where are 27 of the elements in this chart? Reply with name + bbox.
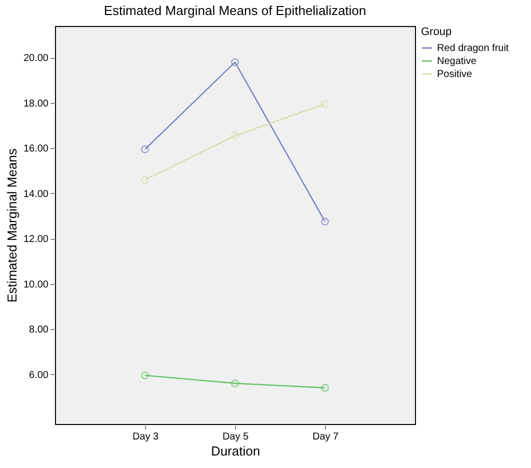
x-axis-title: Duration (210, 444, 260, 458)
y-tick-label: 12.00 (23, 234, 49, 246)
point (231, 58, 239, 66)
point (231, 379, 239, 388)
point (141, 176, 149, 184)
y-tick-label: 20.00 (23, 53, 49, 64)
x-tick-label: Day 7 (312, 432, 339, 442)
x-tick-label: Day 3 (132, 432, 159, 442)
chart-title: Estimated Marginal Means of Epithelialization (104, 3, 366, 18)
y-tick-label: 16.00 (23, 144, 49, 155)
x-tick-label: Day 5 (222, 432, 249, 442)
y-tick-label: 18.00 (23, 98, 49, 110)
point (141, 371, 149, 380)
legend-label: Negative (437, 56, 477, 67)
y-tick-label: 6.00 (29, 370, 49, 381)
y-tick-label: 8.00 (29, 324, 49, 336)
y-axis-title: Estimated Marginal Means (4, 148, 20, 302)
point (231, 132, 239, 140)
y-tick-label: 10.00 (23, 279, 49, 290)
legend-title: Group (421, 26, 452, 38)
legend-label: Red dragon fruit (437, 43, 509, 54)
point (141, 145, 149, 154)
y-tick-label: 14.00 (23, 188, 49, 200)
point (321, 100, 329, 108)
legend-label: Positive (437, 69, 472, 80)
point (321, 384, 329, 392)
point (321, 218, 329, 226)
